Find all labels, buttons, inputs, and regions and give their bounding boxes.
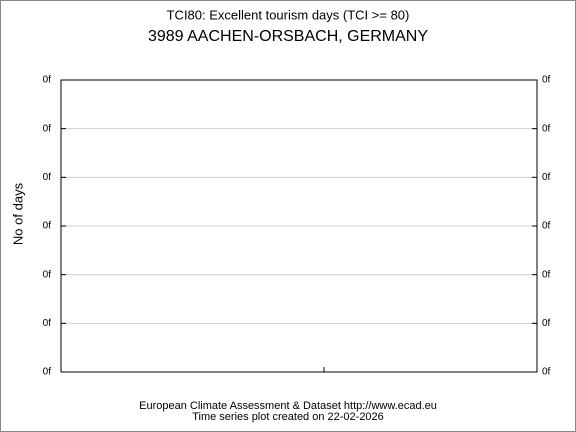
y2-tick-label: 0f xyxy=(542,269,551,280)
y2-tick-label: 0f xyxy=(542,123,551,134)
chart-subtitle: 3989 AACHEN-ORSBACH, GERMANY xyxy=(148,28,428,45)
footer-source: European Climate Assessment & Dataset ht… xyxy=(139,400,437,412)
y-tick-label: 0f xyxy=(43,367,52,378)
y-tick-label: 0f xyxy=(43,221,52,232)
y2-tick-label: 0f xyxy=(542,172,551,183)
y-tick-label: 0f xyxy=(43,269,52,280)
chart-title: TCI80: Excellent tourism days (TCI >= 80… xyxy=(167,7,410,22)
y-tick-label: 0f xyxy=(43,75,52,86)
y-tick-label: 0f xyxy=(43,172,52,183)
y-axis-label: No of days xyxy=(10,182,25,245)
y2-tick-label: 0f xyxy=(542,318,551,329)
y2-tick-label: 0f xyxy=(542,221,551,232)
y-tick-label: 0f xyxy=(43,123,52,134)
footer-date: Time series plot created on 22-02-2026 xyxy=(192,411,384,423)
y2-tick-label: 0f xyxy=(542,75,551,86)
y-tick-label: 0f xyxy=(43,318,52,329)
y2-tick-label: 0f xyxy=(542,367,551,378)
plot-area xyxy=(61,128,537,324)
